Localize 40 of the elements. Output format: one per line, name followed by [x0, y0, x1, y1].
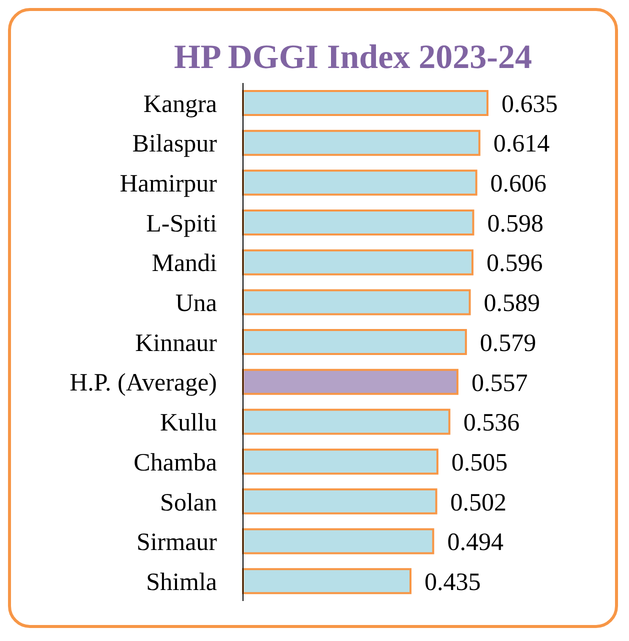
bar [242, 408, 450, 435]
data-label: 0.598 [487, 210, 544, 238]
bar [242, 329, 467, 356]
bar [242, 90, 488, 116]
data-label: 0.435 [424, 569, 481, 596]
y-tick-label: L-Spiti [146, 210, 218, 238]
y-tick-label: Mandi [152, 250, 218, 278]
data-label: 0.635 [501, 90, 558, 118]
data-label: 0.606 [490, 170, 547, 198]
data-label: 0.596 [486, 250, 543, 278]
y-tick-label: H.P. (Average) [70, 370, 217, 397]
y-tick-label: Una [175, 290, 217, 318]
bar [242, 528, 434, 554]
y-tick-label: Solan [160, 489, 218, 516]
bar [242, 568, 412, 594]
data-label: 0.589 [484, 290, 540, 318]
bar [242, 210, 474, 236]
y-tick-label: Hamirpur [120, 170, 218, 198]
y-tick-label: Chamba [134, 449, 217, 476]
data-label: 0.505 [451, 449, 508, 476]
y-tick-label: Shimla [146, 568, 217, 596]
y-tick-label: Bilaspur [132, 130, 218, 158]
y-tick-label: Kullu [160, 410, 218, 437]
y-tick-label: Kangra [143, 90, 217, 118]
data-label: 0.494 [447, 529, 504, 556]
chart-title: HP DGGI Index 2023-24 [173, 39, 533, 77]
data-label: 0.579 [480, 330, 536, 357]
data-label: 0.557 [471, 370, 528, 397]
bar [242, 289, 471, 316]
bar [242, 448, 438, 475]
bar [242, 488, 438, 514]
y-tick-label: Sirmaur [136, 529, 218, 556]
data-label: 0.536 [463, 410, 520, 437]
data-label: 0.502 [450, 489, 507, 516]
bar [242, 130, 480, 156]
data-label: 0.614 [493, 130, 550, 158]
y-tick-label: Kinnaur [135, 330, 218, 357]
bar [242, 249, 474, 276]
bar [242, 368, 458, 395]
bar [242, 170, 478, 196]
